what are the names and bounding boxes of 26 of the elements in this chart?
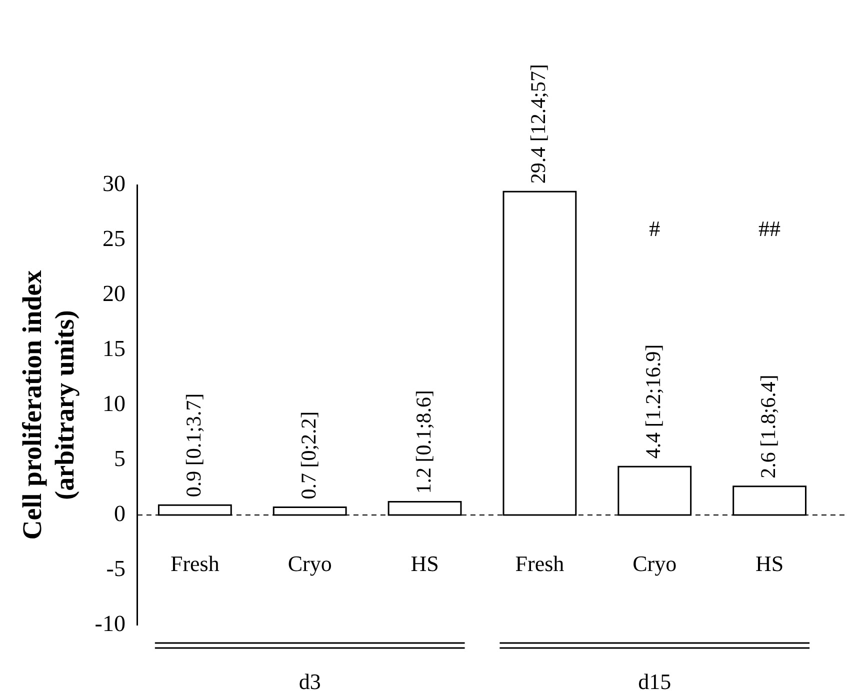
data-label: 2.6 [1.8;6.4] <box>756 374 780 478</box>
x-tick-label: Fresh <box>170 550 220 576</box>
x-tick-label: Cryo <box>632 550 677 576</box>
y-tick-label: 10 <box>102 391 126 416</box>
y-tick-label: 25 <box>102 226 126 252</box>
y-tick-label: 20 <box>102 281 126 306</box>
y-tick-label: -10 <box>94 611 126 636</box>
annotation: ## <box>758 216 781 241</box>
text: d15 <box>638 668 672 691</box>
data-label: 0.9 [0.1;3.7] <box>181 393 206 498</box>
y-tick-label: -5 <box>106 556 126 582</box>
x-tick-label: HS <box>410 550 439 576</box>
y-tick-label: 0 <box>114 501 126 526</box>
data-label: 1.2 [0.1;8.6] <box>411 390 436 494</box>
x-tick-label: HS <box>755 550 784 576</box>
x-tick-label: Cryo <box>288 550 332 576</box>
y-tick-label: 5 <box>114 446 126 472</box>
y-axis-title: Cell proliferation index (arbitrary units) <box>17 270 80 540</box>
data-label: 0.7 [0;2.2] <box>296 411 320 500</box>
data-label: 29.4 [12.4;57] <box>526 64 550 184</box>
y-tick-label: 15 <box>102 336 126 362</box>
data-label: 4.4 [1.2;16.9] <box>641 344 666 459</box>
text: d3 <box>298 668 321 691</box>
annotation: # <box>649 216 660 241</box>
y-tick-label: 30 <box>102 171 126 196</box>
x-tick-label: Fresh <box>515 550 564 576</box>
